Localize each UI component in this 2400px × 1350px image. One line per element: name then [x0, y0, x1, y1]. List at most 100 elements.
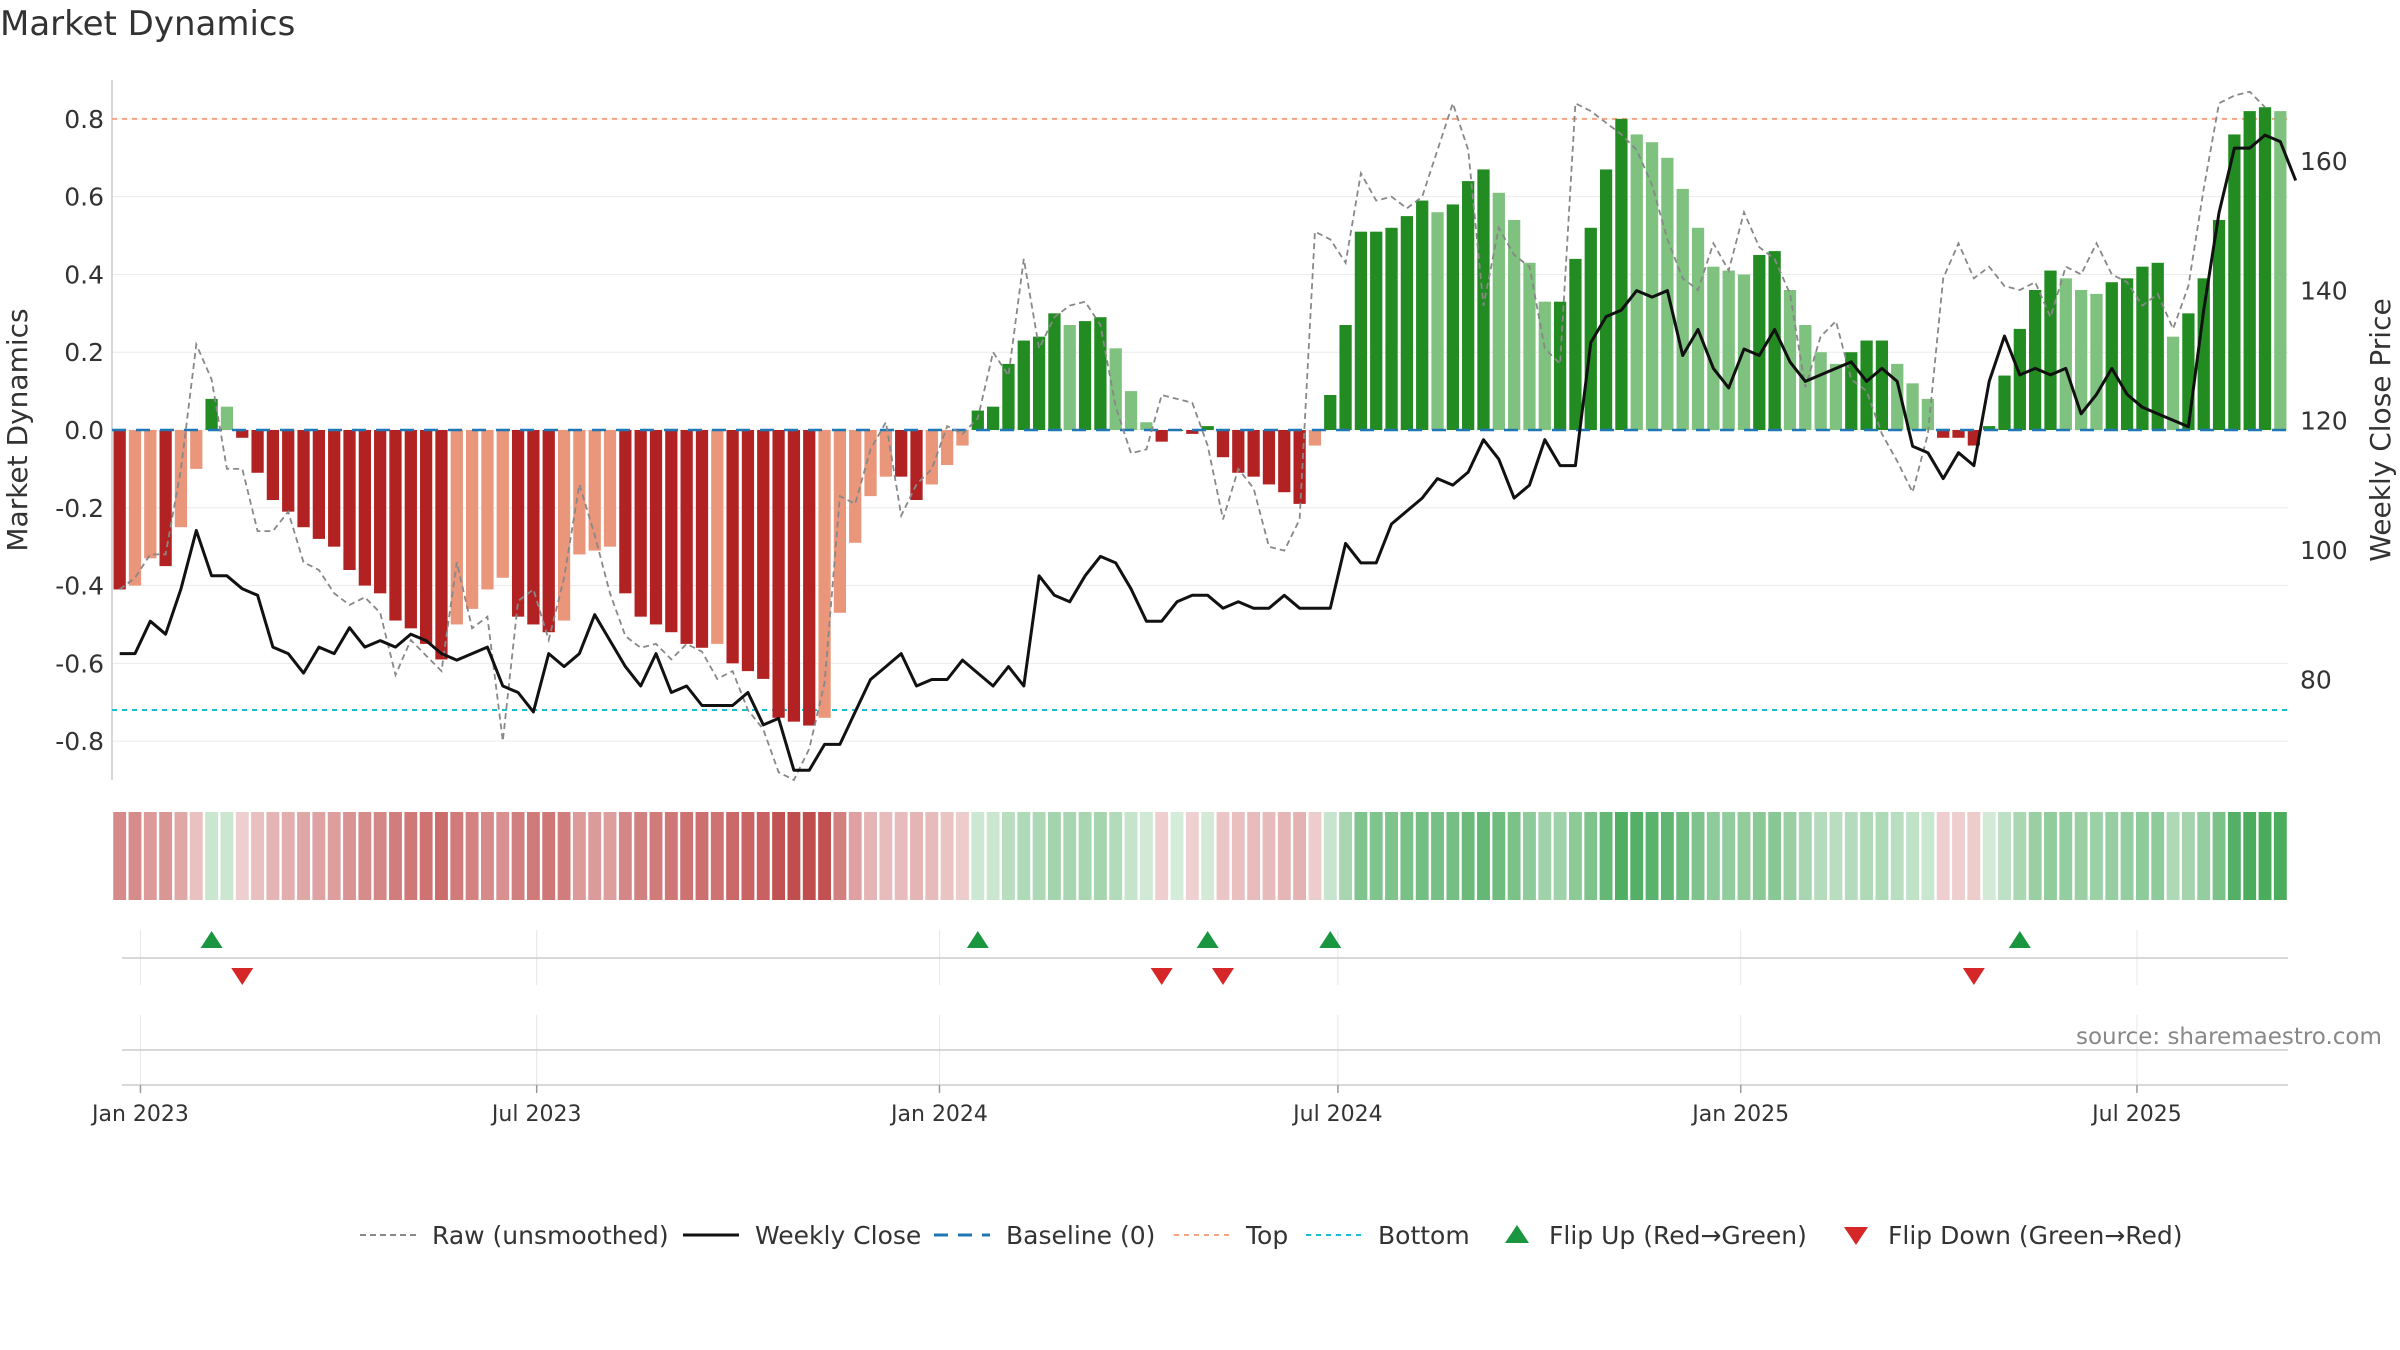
- bar: [1875, 340, 1889, 430]
- heat-strip-cell: [971, 812, 985, 900]
- flip-down-marker: [1211, 968, 1234, 985]
- bar: [312, 430, 326, 539]
- heat-strip-cell: [2090, 812, 2103, 900]
- heat-strip-cell: [2059, 812, 2073, 900]
- bar: [1247, 430, 1260, 477]
- heat-strip-cell: [2258, 812, 2272, 900]
- heat-strip-cell: [634, 812, 648, 900]
- bar: [1446, 204, 1459, 430]
- legend-item-flip-down: Flip Down (Green→Red): [1844, 1221, 2183, 1250]
- heat-strip-cell: [1369, 812, 1383, 900]
- heat-strip-cell: [1277, 812, 1291, 900]
- bar: [1508, 220, 1521, 430]
- heat-strip-cell: [2166, 812, 2180, 900]
- bar: [358, 430, 371, 586]
- bar: [2059, 278, 2072, 430]
- x-tick-label: Jul 2024: [1291, 1102, 1383, 1127]
- legend-item-top: Top: [1174, 1221, 1288, 1250]
- bar: [542, 430, 555, 633]
- bar: [404, 430, 417, 629]
- legend-label: Raw (unsmoothed): [432, 1221, 669, 1250]
- bar: [1645, 142, 1659, 430]
- bar: [1569, 258, 1582, 430]
- heat-strip-cell: [1630, 812, 1644, 900]
- heat-strip-cell: [2227, 812, 2241, 900]
- bar: [389, 430, 402, 621]
- heat-strip-cell: [404, 812, 418, 900]
- raw-series-line: [119, 90, 2266, 782]
- heat-strip-cell: [1998, 812, 2011, 900]
- heat-strip-cell: [526, 812, 540, 900]
- x-tick-label: Jan 2023: [90, 1102, 189, 1127]
- bar: [374, 430, 387, 594]
- weekly-close-line: [119, 133, 2298, 772]
- bar: [236, 430, 249, 438]
- bar: [144, 430, 157, 559]
- heat-strip-cell: [174, 812, 188, 900]
- bar: [833, 430, 847, 613]
- bar: [1477, 169, 1490, 430]
- heat-strip-cell: [1676, 812, 1690, 900]
- heat-strip-cell: [1323, 812, 1337, 900]
- bar: [1998, 375, 2011, 430]
- bar: [328, 430, 341, 547]
- bar: [174, 430, 188, 528]
- bar: [695, 430, 709, 648]
- heat-strip-cell: [2273, 812, 2287, 900]
- bar: [2044, 270, 2057, 430]
- heat-strip-cell: [1415, 812, 1429, 900]
- heat-strip-cell: [864, 812, 877, 900]
- heat-strip-cell: [1339, 812, 1353, 900]
- bar: [1324, 395, 1337, 430]
- source-credit: source: sharemaestro.com: [2076, 1024, 2382, 1050]
- flip-up-marker: [200, 931, 223, 948]
- heat-strip-cell: [1538, 812, 1552, 900]
- heat-strip-cell: [220, 812, 234, 900]
- heat-strip-cell: [618, 812, 632, 900]
- bar: [2228, 134, 2241, 430]
- heat-strip-cell: [772, 812, 786, 900]
- heat-strip-cell: [710, 812, 724, 900]
- bar: [450, 430, 463, 625]
- heat-strip-cell: [1722, 812, 1736, 900]
- bar: [1937, 430, 1950, 438]
- heat-strip-cell: [1844, 812, 1858, 900]
- bar: [772, 430, 785, 718]
- heat-strip-cell: [1569, 812, 1582, 900]
- heat-strip-cell: [2212, 812, 2226, 900]
- bar: [895, 430, 908, 477]
- bar: [741, 430, 755, 672]
- x-tick-label: Jan 2025: [1690, 1102, 1789, 1127]
- bar: [113, 430, 126, 590]
- y-tick-label: -0.4: [55, 572, 104, 601]
- heat-strip-cell: [1247, 812, 1261, 900]
- heat-strip-cell: [235, 812, 249, 900]
- heat-strip-cell: [787, 812, 801, 900]
- heat-strip-cell: [266, 812, 280, 900]
- heat-strip-cell: [1660, 812, 1674, 900]
- bar: [1584, 227, 1597, 430]
- bar: [1860, 340, 1873, 430]
- y-tick-label: -0.6: [55, 649, 104, 678]
- heat-strip-cell: [1139, 812, 1153, 900]
- y-tick-label: 0.2: [64, 338, 104, 367]
- heat-strip-cell: [343, 812, 356, 900]
- bar: [787, 430, 801, 722]
- heat-strip-cell: [496, 812, 510, 900]
- bar: [1416, 200, 1429, 430]
- bar: [1385, 227, 1398, 430]
- y2-tick-label: 140: [2300, 277, 2348, 306]
- bar: [1799, 325, 1812, 430]
- bar: [665, 430, 678, 633]
- heat-strip-cell: [1691, 812, 1705, 900]
- heat-strip-cell: [389, 812, 402, 900]
- bar: [1983, 426, 1996, 430]
- bar: [1017, 340, 1030, 430]
- heat-strip-cell: [327, 812, 341, 900]
- heat-strip-cell: [695, 812, 709, 900]
- heat-strip-cell: [741, 812, 755, 900]
- bar: [435, 430, 448, 660]
- heat-strip-cell: [894, 812, 908, 900]
- bar: [1032, 336, 1046, 430]
